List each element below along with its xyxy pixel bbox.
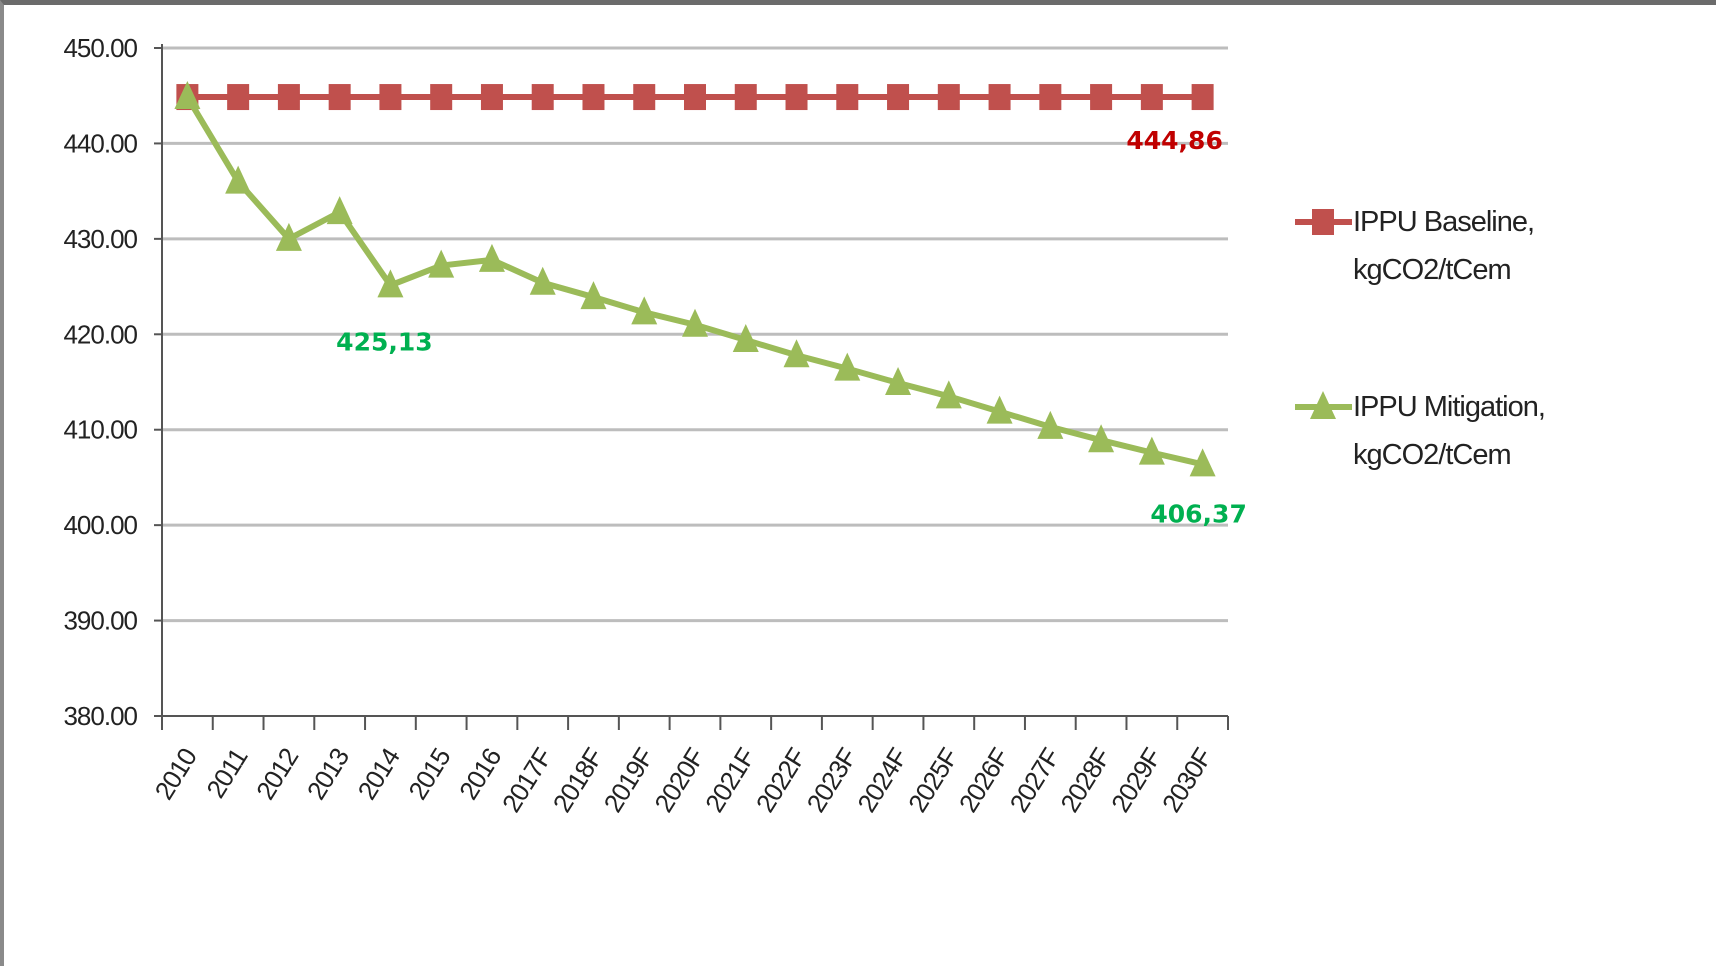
- baseline-point: [887, 84, 910, 111]
- legend-label: IPPU Mitigation,: [1353, 391, 1545, 423]
- x-tick-label: 2013: [301, 743, 355, 805]
- baseline-point: [1039, 84, 1062, 111]
- mitigation-point: [478, 243, 505, 272]
- y-tick-label: 390.00: [63, 606, 137, 636]
- x-tick-label: 2025F: [902, 743, 964, 817]
- baseline-point: [785, 84, 808, 111]
- y-tick-label: 420.00: [63, 319, 137, 349]
- x-tick-label: 2026F: [953, 743, 1015, 817]
- x-tick-label: 2022F: [750, 743, 812, 817]
- baseline-point: [227, 84, 250, 111]
- x-tick-label: 2030F: [1156, 743, 1218, 817]
- x-tick-label: 2011: [200, 743, 253, 803]
- mitigation-point: [885, 366, 912, 395]
- x-tick-label: 2019F: [597, 743, 659, 817]
- legend-label: IPPU Baseline,: [1353, 206, 1534, 238]
- baseline-point: [430, 84, 453, 111]
- baseline-point: [277, 84, 300, 111]
- x-tick-label: 2014: [352, 743, 406, 805]
- baseline-point: [633, 84, 656, 111]
- baseline-point: [531, 84, 554, 111]
- mitigation-point: [631, 296, 658, 325]
- baseline-point: [1090, 84, 1113, 111]
- baseline-point: [582, 84, 605, 111]
- mitigation-point: [783, 339, 810, 368]
- baseline-point: [734, 84, 757, 111]
- x-tick-label: 2010: [148, 743, 202, 805]
- baseline-point: [988, 84, 1011, 111]
- data-labels: 444,86 425,13 406,37: [336, 126, 1247, 528]
- mitigation-point: [174, 81, 201, 110]
- x-tick-label: 2017F: [496, 743, 558, 817]
- legend-label: kgCO2/tCem: [1353, 254, 1511, 286]
- mitigation-point: [529, 266, 556, 295]
- y-tick-label: 440.00: [63, 128, 137, 158]
- mitigation-point: [986, 395, 1013, 424]
- legend: IPPU Baseline, kgCO2/tCem IPPU Mitigation,…: [1295, 206, 1546, 471]
- mitigation-point: [377, 269, 404, 298]
- series-line-1: [184, 95, 1204, 468]
- x-tick-label: 2024F: [851, 743, 913, 817]
- y-tick-label: 410.00: [63, 415, 137, 445]
- mitigation-point: [275, 222, 302, 251]
- data-label: 406,37: [1150, 499, 1246, 528]
- data-label: 444,86: [1126, 126, 1222, 155]
- x-tick-label: 2015: [402, 743, 456, 805]
- x-tick-label: 2027F: [1004, 743, 1066, 817]
- mitigation-point: [1037, 410, 1064, 439]
- mitigation-point: [682, 308, 708, 337]
- mitigation-point: [580, 281, 607, 310]
- y-tick-label: 430.00: [63, 224, 137, 254]
- y-tick-label: 380.00: [63, 701, 137, 731]
- mitigation-point: [1138, 436, 1165, 465]
- x-tick-label: 2023F: [801, 743, 863, 817]
- x-tick-label: 2012: [250, 743, 304, 805]
- baseline-point: [379, 84, 402, 111]
- mitigation-point: [834, 352, 861, 381]
- baseline-point: [328, 84, 351, 111]
- mitigation-point: [1189, 448, 1216, 477]
- baseline-point: [937, 84, 960, 111]
- mitigation-point: [1088, 424, 1115, 453]
- x-tick-label: 2029F: [1105, 743, 1167, 817]
- legend-label: kgCO2/tCem: [1353, 439, 1511, 471]
- x-tick-label: 2020F: [648, 743, 710, 817]
- mitigation-point: [935, 380, 962, 409]
- legend-marker-square: [1312, 209, 1334, 235]
- y-tick-label: 450.00: [63, 33, 137, 63]
- baseline-point: [480, 84, 503, 111]
- baseline-point: [1140, 84, 1163, 111]
- y-tick-label: 400.00: [63, 510, 137, 540]
- data-label: 425,13: [336, 327, 432, 356]
- x-tick-label: 2021F: [699, 743, 761, 817]
- baseline-point: [684, 84, 706, 111]
- mitigation-point: [732, 324, 759, 353]
- baseline-point: [1191, 84, 1214, 111]
- legend-marker-triangle: [1310, 391, 1336, 419]
- mitigation-point: [225, 165, 252, 194]
- baseline-point: [836, 84, 859, 111]
- mitigation-point: [428, 249, 455, 278]
- x-tick-label: 2028F: [1054, 743, 1116, 817]
- x-tick-label: 2018F: [547, 743, 609, 817]
- series-layer: [174, 81, 1216, 477]
- mitigation-point: [326, 196, 353, 225]
